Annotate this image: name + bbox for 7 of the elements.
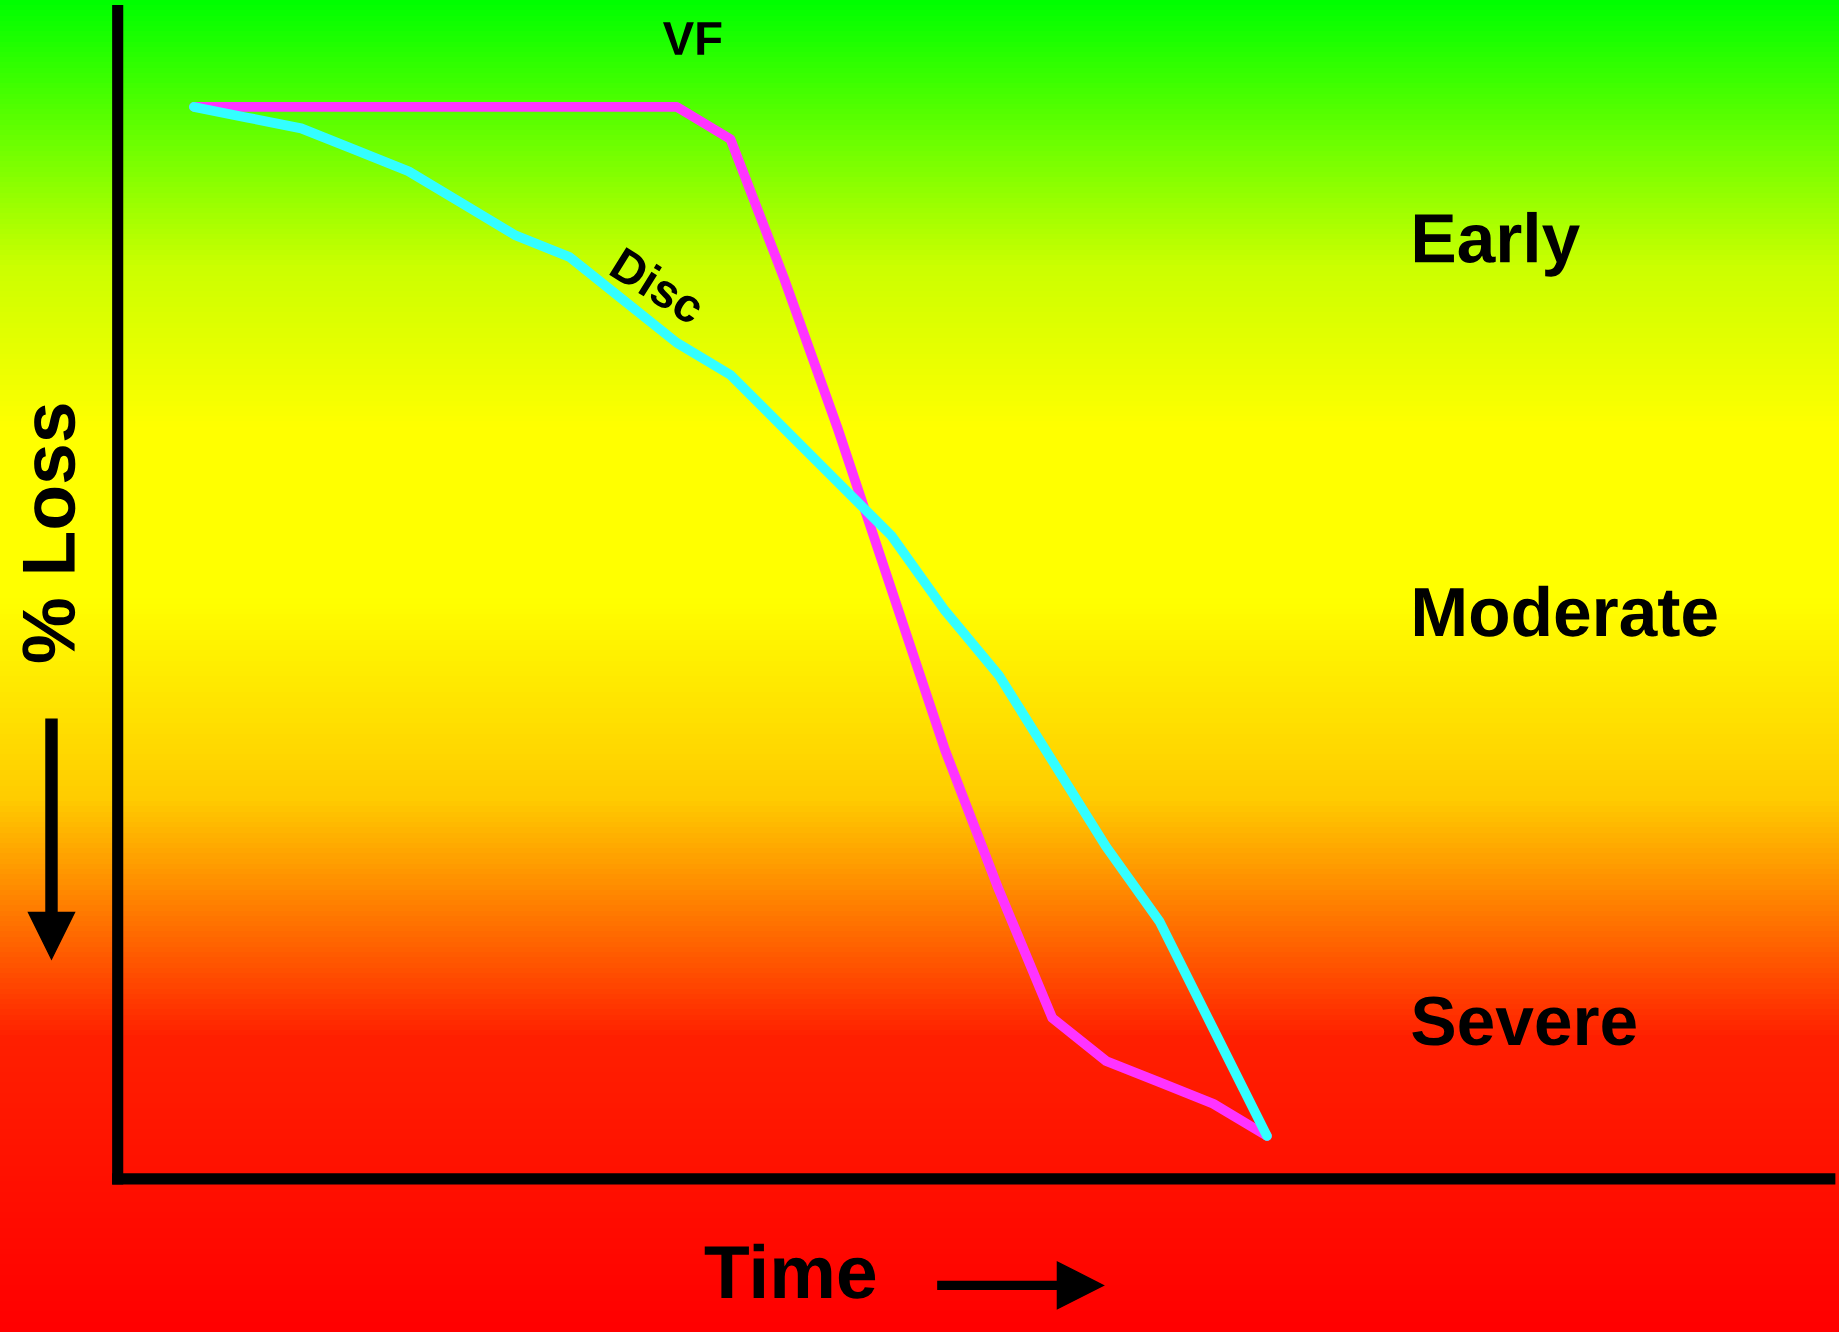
y-axis-title: % Loss	[22, 404, 76, 663]
text: Disc	[608, 245, 709, 326]
text: Moderate	[1414, 585, 1717, 637]
x-axis-title: Time	[704, 1243, 876, 1299]
text: Severe	[1412, 996, 1636, 1046]
text: Early	[1414, 211, 1580, 277]
series-label: VF	[663, 22, 722, 55]
